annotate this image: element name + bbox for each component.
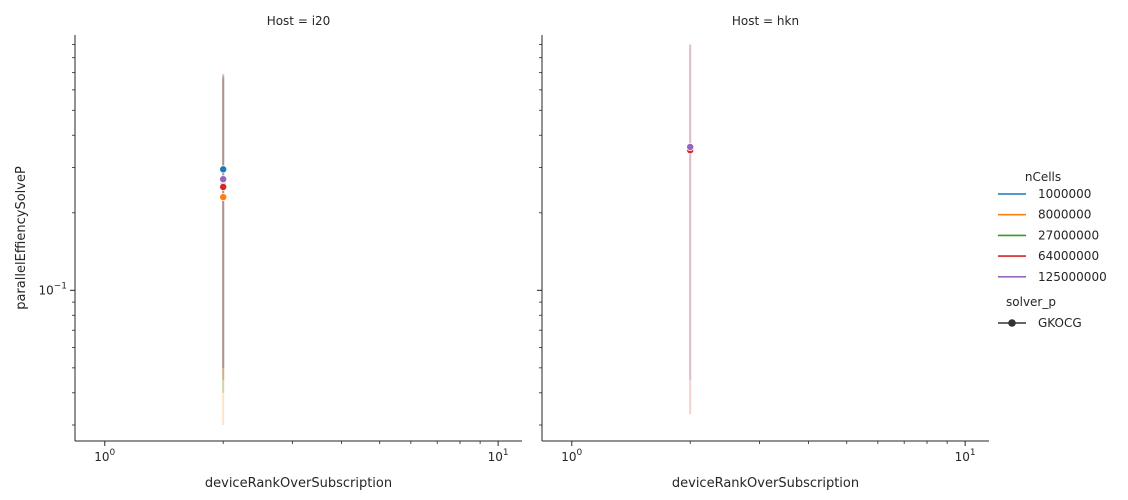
y-axis-label: parallelEffiencySolveP — [14, 166, 29, 310]
data-point-1000000 — [219, 165, 228, 174]
data-point-125000000 — [219, 175, 228, 184]
ci-band-125000000 — [689, 44, 692, 380]
ci-band-1000000 — [222, 75, 225, 368]
data-point-125000000 — [686, 143, 695, 151]
facet-panel-hkn: Host = hkn 100 101 deviceRankOverSubscripti… — [537, 14, 989, 491]
ci-band-8000000 — [222, 79, 225, 425]
legend-label: 27000000 — [1038, 228, 1099, 242]
x-axis-label: deviceRankOverSubscription — [672, 476, 859, 491]
x-tick-label: 100 — [561, 448, 582, 464]
data-point-8000000 — [219, 193, 228, 202]
data-point-64000000 — [219, 182, 228, 191]
legend-label: 8000000 — [1038, 208, 1091, 222]
legend-label: 125000000 — [1038, 270, 1107, 284]
ci-band-125000000 — [222, 74, 225, 368]
legend-style-marker — [1008, 319, 1016, 327]
ci-band-64000000 — [689, 44, 692, 415]
ci-band-64000000 — [222, 74, 225, 380]
legend-style-title: solver_p — [1006, 295, 1056, 309]
y-tick-label: 10−1 — [38, 281, 67, 297]
facet-title: Host = i20 — [267, 14, 331, 28]
x-axis-label: deviceRankOverSubscription — [205, 476, 392, 491]
legend: nCells 1000000 8000000 27000000 64000000 1250… — [998, 170, 1107, 330]
ci-band-27000000 — [222, 77, 225, 393]
x-tick-label: 101 — [488, 448, 509, 464]
facet-title: Host = hkn — [732, 14, 799, 28]
legend-label: 64000000 — [1038, 249, 1099, 263]
legend-hue-title: nCells — [1025, 170, 1061, 184]
legend-label: GKOCG — [1038, 316, 1082, 330]
x-tick-label: 101 — [955, 448, 976, 464]
legend-label: 1000000 — [1038, 187, 1091, 201]
x-tick-label: 100 — [94, 448, 115, 464]
facet-panel-i20: Host = i20 100 101 10−1 deviceRankOverSubscr… — [14, 14, 522, 491]
